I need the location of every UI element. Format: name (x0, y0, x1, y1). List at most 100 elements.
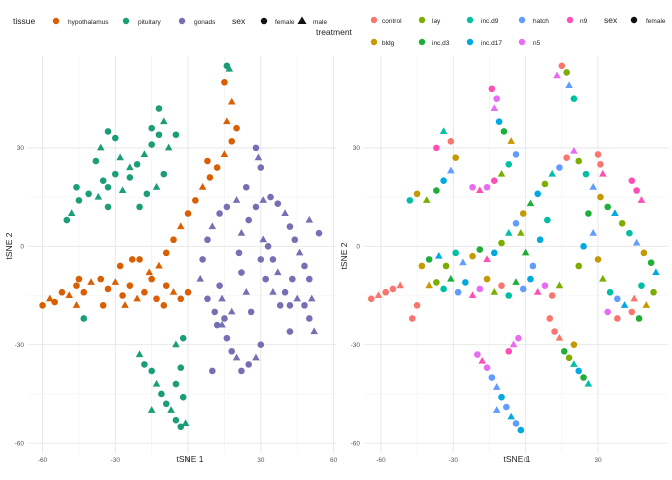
data-point-control (367, 295, 375, 303)
data-point-n5 (483, 183, 491, 191)
data-point-bldg (413, 190, 421, 198)
data-point-hypothalamus (162, 249, 170, 257)
data-point-pituitary (148, 124, 155, 132)
data-point-hatch (492, 406, 501, 413)
data-point-control (628, 308, 636, 316)
data-point-gonads (242, 183, 250, 191)
data-point-gonads (301, 302, 308, 309)
data-point-hypothalamus (104, 285, 112, 293)
data-point-inc-d9 (570, 360, 578, 367)
data-point-pituitary (136, 203, 143, 211)
data-point-pituitary (94, 192, 103, 200)
data-point-bldg (594, 256, 602, 263)
data-point-inc-d17 (527, 275, 534, 283)
data-point-inc-d3 (647, 259, 655, 267)
data-point-hypothalamus (133, 294, 141, 302)
data-point-pituitary (172, 340, 180, 348)
data-point-n9 (476, 186, 484, 194)
x-tick-label: 30 (257, 457, 265, 464)
x-axis-title: tSNE 1 (177, 454, 204, 464)
data-point-hypothalamus (58, 288, 66, 296)
data-point-hatch (488, 374, 496, 381)
legend-key-female (260, 17, 268, 25)
data-point-gonads (306, 315, 313, 322)
data-point-bldg (507, 137, 515, 144)
data-point-hatch (503, 403, 510, 411)
legend-label-bldg: bldg (382, 40, 395, 47)
data-point-n9 (633, 187, 640, 194)
data-point-pituitary (162, 400, 170, 408)
data-point-control (447, 138, 455, 145)
data-point-control (374, 291, 383, 299)
data-point-inc-d3 (635, 315, 643, 322)
data-point-hypothalamus (121, 301, 129, 308)
data-point-control (597, 160, 604, 168)
data-point-gonads (293, 294, 301, 302)
legend-label-gonads: gonads (194, 19, 216, 26)
data-point-n9 (483, 255, 491, 262)
data-point-pituitary (148, 367, 155, 375)
data-point-pituitary (118, 186, 127, 194)
data-point-gonads (306, 275, 313, 283)
data-point-control (551, 328, 558, 335)
data-point-n5 (483, 364, 491, 371)
grid (28, 56, 336, 453)
data-point-lay (563, 69, 570, 76)
data-point-hatch (529, 262, 537, 270)
data-point-hypothalamus (177, 295, 185, 303)
x-tick-label: -30 (449, 457, 459, 464)
data-point-hypothalamus (169, 288, 178, 295)
data-point-gonads (257, 256, 265, 263)
data-point-gonads (257, 164, 265, 171)
data-point-gonads (204, 295, 211, 303)
data-point-gonads (235, 249, 243, 257)
data-point-lay (575, 157, 583, 165)
x-axis-title: tSNE 1 (504, 454, 531, 464)
data-point-bldg (597, 193, 604, 201)
data-point-inc-d9 (440, 285, 447, 293)
data-point-gonads (245, 361, 252, 368)
data-point-n5 (541, 282, 549, 289)
data-point-hypothalamus (128, 256, 136, 263)
legend-label-lay: lay (432, 18, 441, 25)
legend-key-inc-d3 (418, 38, 426, 46)
data-point-gonads (238, 269, 245, 276)
data-point-inc-d17 (580, 242, 587, 250)
data-point-control (555, 333, 564, 341)
data-point-pituitary (104, 183, 112, 191)
x-tick-label: 0 (524, 457, 528, 464)
data-point-bldg (469, 252, 476, 260)
data-point-gonads (281, 288, 289, 296)
data-point-hypothalamus (65, 291, 74, 299)
data-point-hypothalamus (170, 236, 177, 244)
data-point-inc-d9 (439, 127, 448, 134)
data-point-gonads (232, 353, 241, 361)
data-point-control (389, 285, 397, 293)
data-point-hatch (512, 220, 520, 227)
data-point-hypothalamus (228, 138, 236, 145)
data-point-inc-d3 (521, 248, 530, 256)
data-point-inc-d17 (498, 393, 505, 401)
data-point-bldg (452, 154, 459, 162)
y-tick-label: 30 (353, 145, 361, 152)
data-point-bldg (642, 301, 651, 308)
scatter-panel-tissue: -60 -30 0 30 60 -60 -30 0 30 tSNE 1 tSNE 2 (4, 56, 338, 464)
data-point-hypothalamus (198, 183, 207, 190)
data-point-control (594, 151, 602, 158)
legend-key-inc-d17 (466, 38, 474, 46)
data-point-gonads (213, 321, 221, 329)
data-point-gonads (238, 367, 245, 375)
data-point-hypothalamus (220, 150, 229, 157)
data-point-hatch (565, 81, 573, 89)
data-point-hypothalamus (119, 292, 126, 299)
data-point-hypothalamus (223, 117, 231, 125)
legend-label-hypothalamus: hypothalamus (68, 19, 109, 26)
data-point-inc-d3 (526, 199, 535, 207)
legend-key-lay (418, 16, 426, 24)
data-point-bldg (640, 249, 648, 257)
data-point-control (630, 294, 639, 302)
legend-treatment: treatment control lay inc.d9 hatch n9 bl… (316, 16, 588, 47)
data-point-gonads (245, 216, 252, 224)
data-point-gonads (307, 294, 316, 302)
data-point-lay (565, 354, 573, 362)
